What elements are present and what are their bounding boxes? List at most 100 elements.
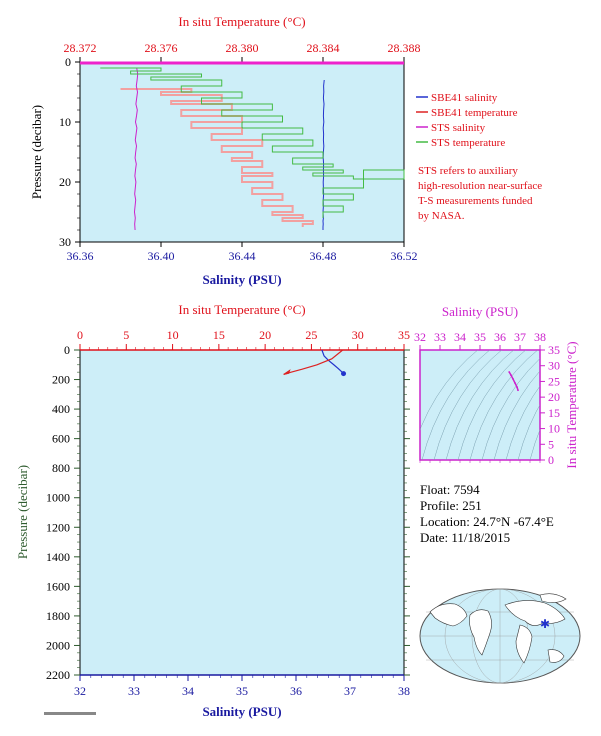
info-profile: Profile: 251 <box>420 498 482 513</box>
float-location-marker: ✱ <box>540 617 550 631</box>
ts-temp-tick-label: 35 <box>548 343 560 357</box>
main-series-salinity <box>321 349 344 375</box>
top-temp-tick-label: 28.380 <box>226 41 259 55</box>
ts-density-contours <box>420 350 540 460</box>
ts-contour <box>420 350 479 431</box>
top-temp-axis-label: In situ Temperature (°C) <box>178 14 305 29</box>
main-series-layer <box>283 349 347 377</box>
main-pres-tick-label: 400 <box>52 402 70 416</box>
ts-contour <box>493 370 540 460</box>
main-series-temperature <box>283 349 344 375</box>
ts-point <box>508 371 511 373</box>
top-legend: SBE41 salinity SBE41 temperature STS sal… <box>416 92 518 149</box>
ts-sal-tick-label: 34 <box>454 330 466 344</box>
main-sal-tick-label: 32 <box>74 684 86 698</box>
top-temp-tick-label: 28.384 <box>307 41 340 55</box>
top-sal-tick-label: 36.48 <box>310 249 337 263</box>
main-sal-tick-label: 36 <box>290 684 302 698</box>
top-temp-tick-label: 28.388 <box>388 41 421 55</box>
main-temp-tick-label: 25 <box>305 328 317 342</box>
ts-sal-tick-label: 38 <box>534 330 546 344</box>
main-temp-axis-label: In situ Temperature (°C) <box>178 302 305 317</box>
top-series-sts-temperature <box>100 67 405 218</box>
main-temp-tick-label: 30 <box>352 328 364 342</box>
main-pres-tick-label: 800 <box>52 461 70 475</box>
main-sal-tick-label: 37 <box>344 684 356 698</box>
main-temp-tick-label: 5 <box>123 328 129 342</box>
ts-sal-tick-label: 35 <box>474 330 486 344</box>
ts-sal-tick-label: 32 <box>414 330 426 344</box>
main-salinity-axis-label: Salinity (PSU) <box>202 704 281 719</box>
ts-point <box>514 382 516 384</box>
ts-sal-tick-label: 36 <box>494 330 506 344</box>
main-temp-tick-label: 15 <box>213 328 225 342</box>
top-pres-tick-label: 20 <box>59 175 71 189</box>
top-pressure-axis-label: Pressure (decibar) <box>29 105 44 199</box>
main-sal-tick-label: 33 <box>128 684 140 698</box>
world-map: ✱ <box>419 588 581 684</box>
ts-temp-tick-label: 10 <box>548 422 560 436</box>
main-pres-tick-label: 1400 <box>46 550 70 564</box>
top-panel: 28.372 28.376 28.380 28.384 28.388 36.36 36.40… <box>29 14 542 287</box>
top-pres-tick-label: 10 <box>59 115 71 129</box>
main-pres-tick-label: 2200 <box>46 668 70 682</box>
profile-info: Float: 7594 Profile: 251 Location: 24.7°… <box>420 482 554 545</box>
ts-temp-tick-label: 15 <box>548 406 560 420</box>
map-continents <box>429 593 567 664</box>
ts-sal-tick-label: 33 <box>434 330 446 344</box>
ts-contour <box>421 350 491 460</box>
ts-point <box>512 378 514 380</box>
main-temperature-end-marker <box>283 369 291 375</box>
main-sal-tick-label: 38 <box>398 684 410 698</box>
top-pres-tick-label: 30 <box>59 235 71 249</box>
top-temp-tick-label: 28.372 <box>64 41 97 55</box>
main-pres-tick-label: 200 <box>52 373 70 387</box>
legend-sts-salinity: STS salinity <box>431 122 486 134</box>
legend-sbe41-temperature: SBE41 temperature <box>431 107 518 119</box>
main-pres-tick-label: 1600 <box>46 579 70 593</box>
ts-contour <box>445 350 515 460</box>
top-axis-ticks: 28.372 28.376 28.380 28.384 28.388 36.36 36.40… <box>59 41 421 263</box>
main-pres-tick-label: 0 <box>64 343 70 357</box>
ts-contour <box>505 385 540 460</box>
ts-sal-tick-label: 37 <box>514 330 526 344</box>
main-pressure-axis-label: Pressure (decibar) <box>15 465 30 559</box>
ts-series-layer <box>508 371 519 392</box>
ts-salinity-axis-label: Salinity (PSU) <box>442 304 518 319</box>
main-pres-tick-label: 1000 <box>46 491 70 505</box>
ts-contour <box>433 350 503 460</box>
ts-contour <box>469 350 539 460</box>
main-temp-tick-label: 10 <box>167 328 179 342</box>
ts-temp-tick-label: 5 <box>548 437 554 451</box>
main-sal-tick-label: 34 <box>182 684 194 698</box>
top-sal-tick-label: 36.36 <box>67 249 94 263</box>
main-temp-tick-label: 35 <box>398 328 410 342</box>
top-pres-tick-label: 0 <box>65 55 71 69</box>
main-panel: 0 5 10 15 20 25 30 35 32 33 34 35 36 37 38 0 200 400 600 80… <box>15 302 410 719</box>
ts-point <box>517 389 519 392</box>
info-location: Location: 24.7°N -67.4°E <box>420 514 554 529</box>
top-sal-tick-label: 36.52 <box>391 249 418 263</box>
ts-contour <box>481 358 540 460</box>
legend-sts-temperature: STS temperature <box>431 137 505 149</box>
ts-temp-axis-label: In situ Temperature (°C) <box>564 341 579 468</box>
main-axis-ticks: 0 5 10 15 20 25 30 35 32 33 34 35 36 37 38 0 200 400 600 80… <box>46 328 410 698</box>
ts-contour <box>457 350 527 460</box>
top-salinity-axis-label: Salinity (PSU) <box>202 272 281 287</box>
main-salinity-end-marker <box>341 371 347 377</box>
top-sal-tick-label: 36.44 <box>229 249 256 263</box>
main-temp-tick-label: 20 <box>259 328 271 342</box>
main-plot-area <box>79 349 405 676</box>
ts-temp-tick-label: 20 <box>548 390 560 404</box>
legend-sbe41-salinity: SBE41 salinity <box>431 92 498 104</box>
main-pres-tick-label: 1200 <box>46 520 70 534</box>
ts-contour <box>517 404 540 460</box>
info-float: Float: 7594 <box>420 482 480 497</box>
credit-mark <box>44 712 96 715</box>
top-series-layer <box>100 67 405 231</box>
sts-note: STS refers to auxiliary high-resolution n… <box>418 165 542 222</box>
main-pres-tick-label: 1800 <box>46 609 70 623</box>
ts-temp-tick-label: 0 <box>548 453 554 467</box>
